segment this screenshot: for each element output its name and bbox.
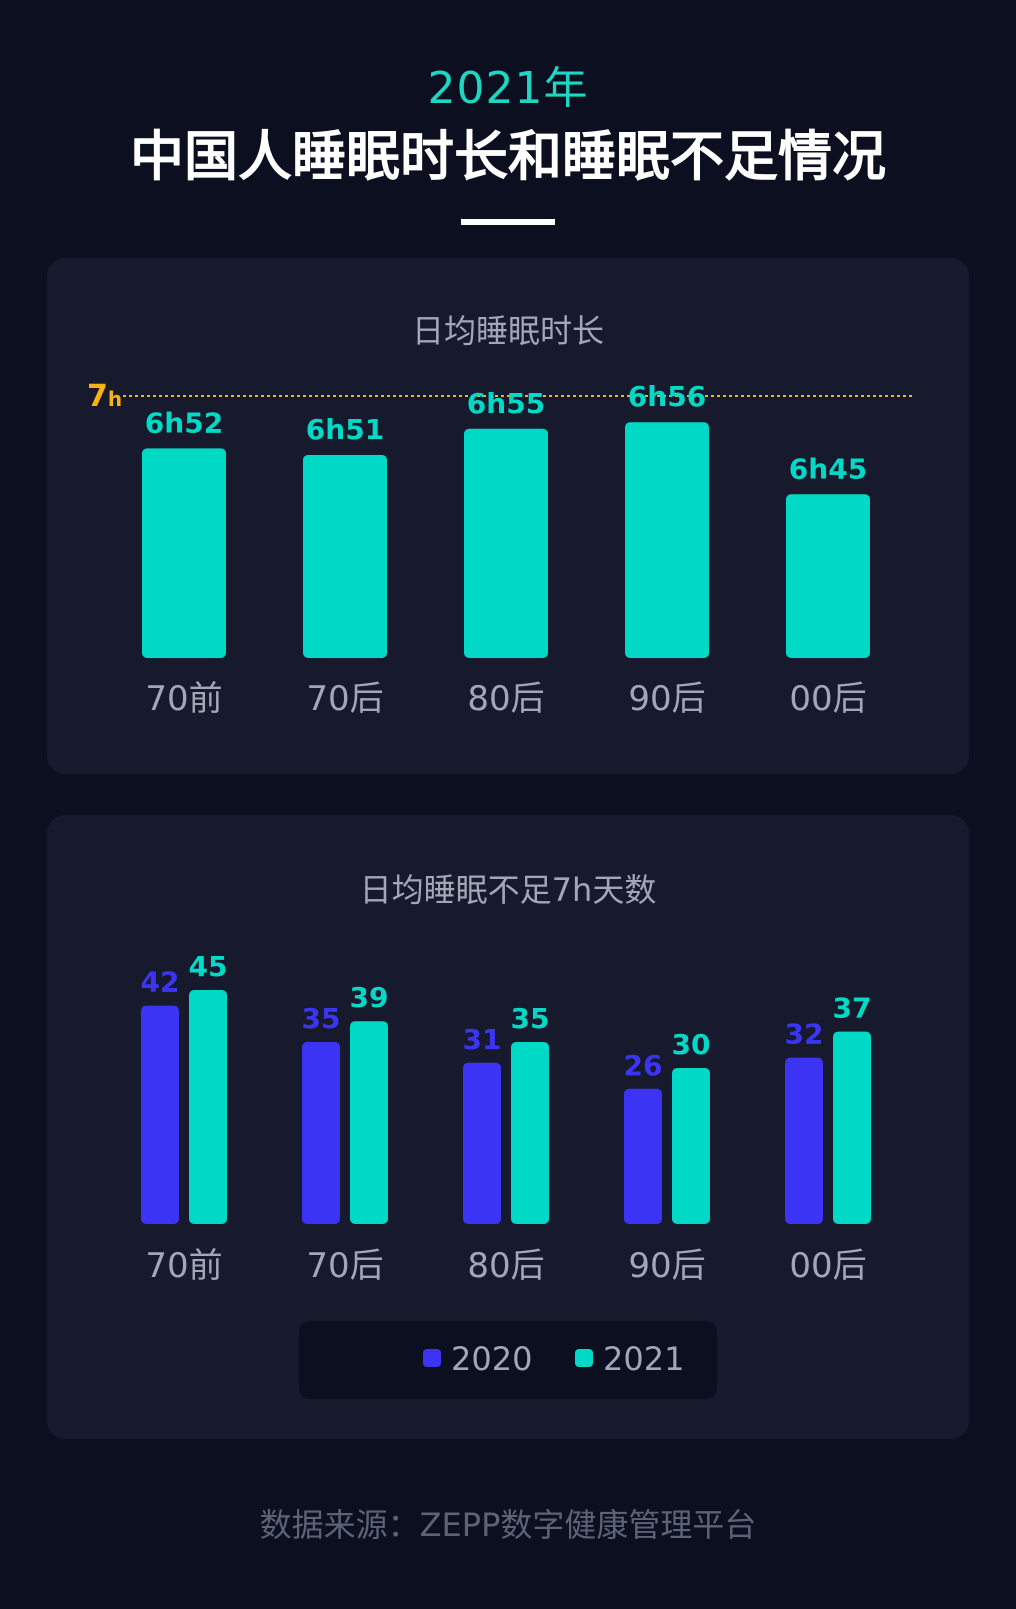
data-source: 数据来源：ZEPP数字健康管理平台 — [259, 1506, 757, 1544]
bar-2020-2 — [463, 1062, 501, 1224]
sleep-duration-chart-title: 日均睡眠时长 — [411, 312, 604, 350]
value-label-2020-2: 31 — [463, 1023, 502, 1056]
bar-2021-4 — [833, 1031, 871, 1224]
value-label-sleep-duration-2: 6h55 — [467, 387, 545, 420]
bar-2020-1 — [302, 1042, 340, 1224]
value-label-2021-1: 39 — [350, 981, 389, 1014]
x-tick-label-sleep-duration-1: 70后 — [306, 679, 383, 719]
value-label-sleep-duration-4: 6h45 — [789, 452, 867, 485]
report-year: 2021年 — [427, 63, 589, 114]
value-label-2021-2: 35 — [511, 1002, 550, 1035]
bar-2021-1 — [350, 1021, 388, 1224]
value-label-2021-3: 30 — [672, 1028, 711, 1061]
bar-sleep-duration-0 — [142, 448, 226, 658]
legend-swatch-2021 — [575, 1349, 593, 1367]
insufficient-sleep-chart: 42 45 70前 35 39 70后 31 35 80后 26 30 90后 32 37 00后 — [141, 950, 872, 1286]
legend-item-2020: 2020 — [423, 1341, 532, 1377]
value-label-sleep-duration-0: 6h52 — [145, 406, 223, 439]
bar-2021-2 — [511, 1042, 549, 1224]
bar-2021-3 — [672, 1068, 710, 1224]
value-label-2020-4: 32 — [785, 1018, 824, 1051]
sleep-duration-chart: 7h 6h52 70前 6h51 70后 6h55 80后 6h56 90后 6h45 00后 — [87, 379, 912, 719]
x-tick-label-sleep-duration-2: 80后 — [467, 679, 544, 719]
value-label-2020-1: 35 — [302, 1002, 341, 1035]
bar-2020-0 — [141, 1005, 179, 1224]
legend-label-2020: 2020 — [451, 1340, 533, 1378]
value-label-2021-0: 45 — [189, 950, 228, 983]
x-tick-label-insufficient-sleep-3: 90后 — [628, 1246, 705, 1286]
bar-sleep-duration-3 — [625, 422, 709, 658]
insufficient-sleep-chart-title: 日均睡眠不足7h天数 — [359, 871, 657, 909]
title-underline — [461, 219, 555, 225]
bar-2020-4 — [785, 1057, 823, 1224]
x-tick-label-insufficient-sleep-4: 00后 — [789, 1246, 866, 1286]
report-title: 中国人睡眠时长和睡眠不足情况 — [130, 125, 886, 188]
bar-sleep-duration-4 — [786, 494, 870, 658]
value-label-2021-4: 37 — [833, 992, 872, 1025]
x-tick-label-sleep-duration-4: 00后 — [789, 679, 866, 719]
x-tick-label-insufficient-sleep-1: 70后 — [306, 1246, 383, 1286]
x-tick-label-insufficient-sleep-2: 80后 — [467, 1246, 544, 1286]
insufficient-sleep-panel: 日均睡眠不足7h天数 42 45 70前 35 39 70后 31 35 80后 26 30 90后 3… — [47, 815, 969, 1439]
value-label-sleep-duration-1: 6h51 — [306, 413, 384, 446]
chart-legend: 2020 2021 — [299, 1321, 717, 1399]
x-tick-label-sleep-duration-0: 70前 — [145, 679, 222, 719]
reference-line-label: 7h — [87, 379, 122, 414]
legend-item-2021: 2021 — [575, 1341, 684, 1377]
value-label-2020-0: 42 — [141, 966, 180, 999]
bar-sleep-duration-1 — [303, 454, 387, 658]
bar-2020-3 — [624, 1088, 662, 1224]
legend-label-2021: 2021 — [603, 1340, 685, 1378]
sleep-duration-panel: 日均睡眠时长 7h 6h52 70前 6h51 70后 6h55 80后 6h56 90后 6h4… — [47, 258, 969, 774]
value-label-sleep-duration-3: 6h56 — [628, 380, 706, 413]
x-tick-label-sleep-duration-3: 90后 — [628, 679, 705, 719]
bar-sleep-duration-2 — [464, 428, 548, 658]
bar-2021-0 — [189, 990, 227, 1224]
x-tick-label-insufficient-sleep-0: 70前 — [145, 1246, 222, 1286]
legend-swatch-2020 — [423, 1349, 441, 1367]
value-label-2020-3: 26 — [624, 1049, 663, 1082]
